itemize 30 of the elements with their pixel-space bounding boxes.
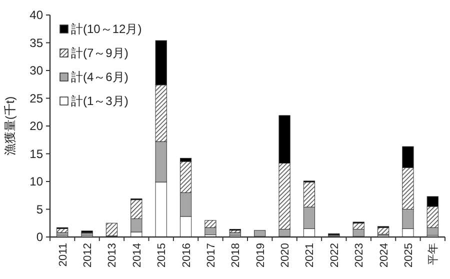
y-tick-label: 25: [30, 91, 44, 106]
y-tick-label: 35: [30, 36, 44, 50]
x-tick-label: 2013: [106, 243, 119, 268]
x-tick-label: 2023: [354, 243, 366, 268]
x-tick-label: 2018: [230, 243, 242, 268]
x-tick-label: 2025: [402, 243, 415, 268]
y-tick-label: 15: [30, 146, 44, 161]
x-tick-label: 2015: [156, 243, 168, 268]
legend-label: 計(1～3月): [71, 94, 128, 108]
y-tick-label: 40: [30, 8, 44, 22]
x-tick-label: 2019: [254, 243, 267, 268]
x-tick-label: 2016: [180, 243, 193, 268]
x-tick-label: 2012: [82, 243, 94, 268]
y-tick-label: 20: [30, 119, 44, 133]
y-tick-label: 10: [30, 174, 44, 188]
y-tick-label: 5: [36, 202, 44, 216]
x-tick-label: 平年: [428, 243, 440, 265]
y-axis-title: 漁獲量(千t): [3, 96, 17, 156]
legend-label: 計(7～9月): [71, 46, 128, 60]
x-tick-label: 2024: [378, 243, 390, 268]
x-tick-label: 2014: [131, 243, 144, 268]
x-tick-label: 2021: [304, 243, 316, 268]
x-tick-label: 2017: [205, 243, 218, 268]
x-tick-label: 2011: [57, 243, 70, 267]
y-tick-label: 0: [36, 230, 44, 244]
x-tick-label: 2022: [328, 243, 341, 268]
legend-label: 計(4～6月): [71, 70, 128, 84]
legend-label: 計(10～12月): [71, 22, 142, 36]
x-tick-label: 2020: [280, 243, 292, 268]
y-tick-label: 30: [30, 64, 44, 78]
